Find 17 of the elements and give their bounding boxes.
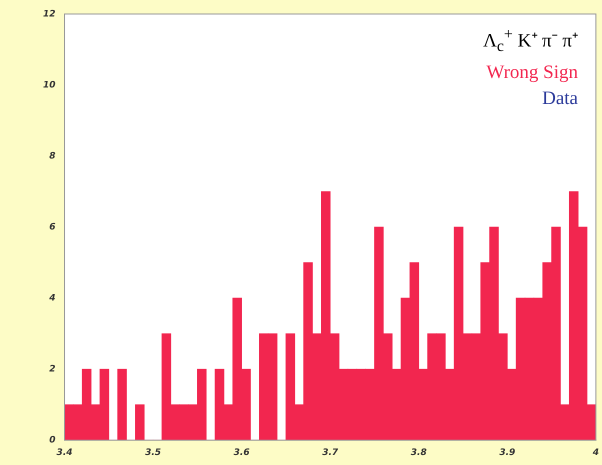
x-tick-label: 3.9 bbox=[499, 448, 516, 458]
annotation: Λ$_{c}$$^{+}$ K⁺ π⁻ π⁺ bbox=[483, 25, 578, 58]
y-tick-label: 6 bbox=[49, 222, 56, 232]
y-tick-label: 12 bbox=[42, 9, 56, 20]
y-tick-label: 10 bbox=[42, 80, 56, 90]
x-tick-label: 3.6 bbox=[234, 448, 250, 458]
annotation: Wrong Sign bbox=[485, 61, 578, 86]
x-tick-label: 4 bbox=[592, 448, 599, 458]
x-tick-label: 3.4 bbox=[56, 448, 72, 458]
x-tick-label: 3.7 bbox=[322, 448, 339, 458]
y-tick-label: 0 bbox=[49, 436, 56, 446]
x-tick-label: 3.5 bbox=[145, 448, 162, 458]
y-tick-label: 4 bbox=[48, 293, 56, 304]
y-tick-label: 2 bbox=[49, 364, 56, 375]
x-tick-label: 3.8 bbox=[410, 448, 427, 458]
y-tick-label: 8 bbox=[49, 151, 56, 162]
annotation: Data bbox=[541, 87, 578, 112]
